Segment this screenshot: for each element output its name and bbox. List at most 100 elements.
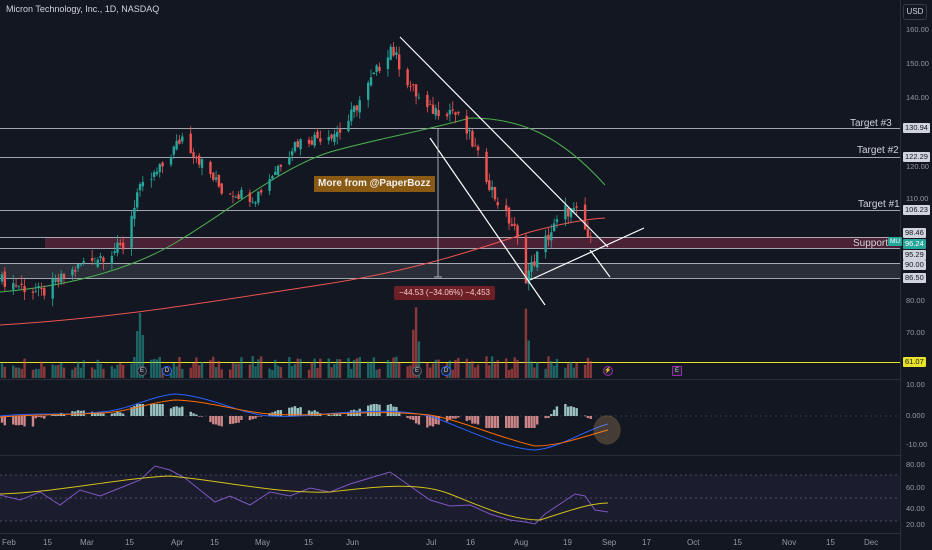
dividend-marker[interactable]: D <box>441 366 451 376</box>
candle[interactable] <box>23 286 26 293</box>
candle[interactable] <box>34 290 38 292</box>
candle[interactable] <box>296 141 299 148</box>
candle[interactable] <box>299 139 302 150</box>
candle[interactable] <box>79 264 83 266</box>
candle[interactable] <box>57 279 60 283</box>
candle[interactable] <box>583 204 587 230</box>
candle[interactable] <box>454 112 457 115</box>
candle[interactable] <box>51 278 54 299</box>
candle[interactable] <box>31 291 35 293</box>
candle[interactable] <box>352 106 356 113</box>
candle[interactable] <box>178 139 181 144</box>
candle[interactable] <box>369 77 373 86</box>
candle[interactable] <box>564 205 567 220</box>
candle[interactable] <box>333 134 336 142</box>
candle[interactable] <box>313 134 316 146</box>
channel-lower-line[interactable] <box>429 137 546 306</box>
candle[interactable] <box>175 141 178 150</box>
candle[interactable] <box>259 190 263 193</box>
candle[interactable] <box>350 109 353 122</box>
currency-button[interactable]: USD <box>903 4 927 20</box>
candle[interactable] <box>99 256 102 259</box>
candle[interactable] <box>474 145 477 147</box>
candle[interactable] <box>288 157 291 165</box>
candle[interactable] <box>476 146 480 151</box>
candle[interactable] <box>572 208 576 210</box>
candle[interactable] <box>555 219 559 223</box>
candle[interactable] <box>251 201 254 203</box>
candle[interactable] <box>378 66 381 71</box>
candle[interactable] <box>192 152 195 158</box>
candle[interactable] <box>530 261 533 272</box>
candle[interactable] <box>119 243 122 245</box>
candle[interactable] <box>366 82 370 100</box>
candle[interactable] <box>513 223 516 226</box>
candle[interactable] <box>138 183 142 191</box>
candle[interactable] <box>375 65 378 72</box>
candle[interactable] <box>217 174 221 187</box>
candle[interactable] <box>74 270 77 272</box>
candle[interactable] <box>231 195 235 197</box>
candle[interactable] <box>490 186 494 191</box>
split-marker[interactable]: ⚡ <box>603 366 613 376</box>
candle[interactable] <box>524 236 528 284</box>
candle[interactable] <box>330 134 333 139</box>
candle[interactable] <box>214 177 218 180</box>
candle[interactable] <box>195 157 198 159</box>
candle[interactable] <box>130 215 133 248</box>
candle[interactable] <box>43 288 46 296</box>
candle[interactable] <box>547 234 550 240</box>
candle[interactable] <box>448 110 452 115</box>
macd-highlight-circle[interactable] <box>593 415 621 445</box>
candle[interactable] <box>457 111 460 114</box>
candle[interactable] <box>327 136 330 141</box>
trend-support-line[interactable] <box>529 227 645 281</box>
candle[interactable] <box>316 131 319 138</box>
candle[interactable] <box>586 229 590 237</box>
candle[interactable] <box>268 179 271 191</box>
candle[interactable] <box>116 242 119 253</box>
candle[interactable] <box>428 103 432 105</box>
candle[interactable] <box>17 286 21 288</box>
candle[interactable] <box>136 192 139 208</box>
candle[interactable] <box>254 202 257 204</box>
candle[interactable] <box>155 171 159 175</box>
candle[interactable] <box>392 47 395 56</box>
candle[interactable] <box>234 197 238 198</box>
candle[interactable] <box>471 130 474 147</box>
candle[interactable] <box>488 180 491 190</box>
candle[interactable] <box>158 164 161 173</box>
candle[interactable] <box>200 159 204 168</box>
candle[interactable] <box>90 258 94 261</box>
candle[interactable] <box>589 236 592 238</box>
candle[interactable] <box>434 108 438 116</box>
dividend-marker[interactable]: D <box>162 366 172 376</box>
candle[interactable] <box>431 104 435 114</box>
candle[interactable] <box>169 157 173 165</box>
candle[interactable] <box>220 183 223 194</box>
candle[interactable] <box>493 186 497 200</box>
candle[interactable] <box>152 172 156 177</box>
candle[interactable] <box>76 263 80 269</box>
candle[interactable] <box>20 283 23 285</box>
candle[interactable] <box>544 235 547 253</box>
candle[interactable] <box>536 251 539 268</box>
candle[interactable] <box>93 263 97 265</box>
candle[interactable] <box>412 84 415 86</box>
candle[interactable] <box>121 242 125 250</box>
candle[interactable] <box>338 129 342 133</box>
candle[interactable] <box>507 207 511 224</box>
candle[interactable] <box>293 142 297 152</box>
candle[interactable] <box>276 166 280 175</box>
candle[interactable] <box>336 131 339 137</box>
candle[interactable] <box>389 46 392 60</box>
candle[interactable] <box>212 172 215 180</box>
candle[interactable] <box>3 271 7 287</box>
candle[interactable] <box>485 151 488 182</box>
candle[interactable] <box>465 115 468 134</box>
candle[interactable] <box>248 192 252 202</box>
candle[interactable] <box>237 194 240 199</box>
candle[interactable] <box>14 285 18 287</box>
candle[interactable] <box>257 191 260 203</box>
candle[interactable] <box>40 288 43 290</box>
